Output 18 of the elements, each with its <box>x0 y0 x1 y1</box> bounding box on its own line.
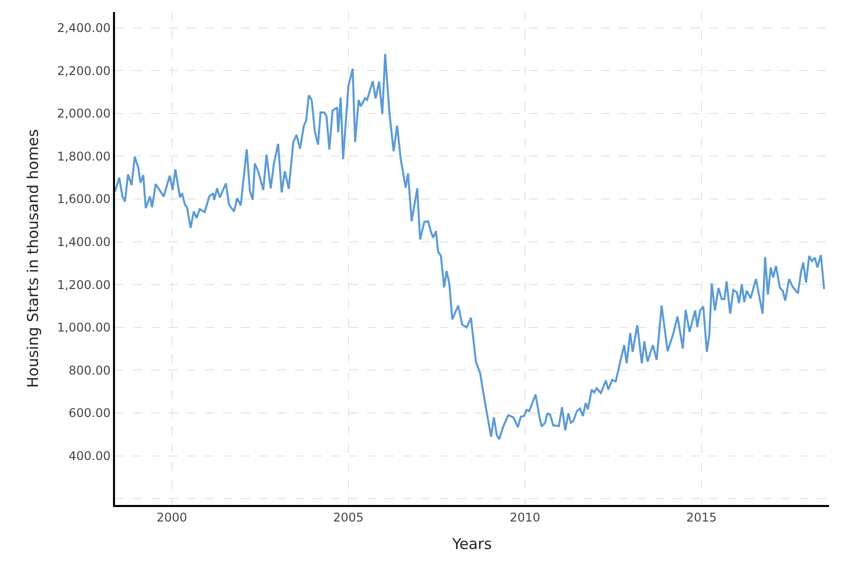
y-tick-label: 1,200.00 <box>57 278 111 292</box>
y-tick-label: 2,000.00 <box>57 106 111 121</box>
y-tick-label: 2,200.00 <box>57 64 111 78</box>
y-tick-label: 800.00 <box>68 363 111 378</box>
x-tick-label: 2015 <box>686 510 717 524</box>
y-tick-label: 1,400.00 <box>57 235 111 250</box>
y-tick-label: 2,400.00 <box>57 21 111 36</box>
y-axis-title: Housing Starts in thousand homes <box>24 129 42 388</box>
y-tick-label: 1,600.00 <box>57 192 111 206</box>
y-tick-label: 400.00 <box>68 448 111 463</box>
y-tick-label: 1,800.00 <box>57 149 111 164</box>
y-tick-label: 600.00 <box>68 406 111 420</box>
x-tick-label: 2000 <box>156 510 188 524</box>
x-tick-label: 2005 <box>333 510 364 524</box>
x-axis-title: Years <box>451 534 492 553</box>
x-tick-label: 2010 <box>510 510 540 524</box>
y-tick-label: 1,000.00 <box>57 320 111 335</box>
line-series <box>115 52 826 440</box>
